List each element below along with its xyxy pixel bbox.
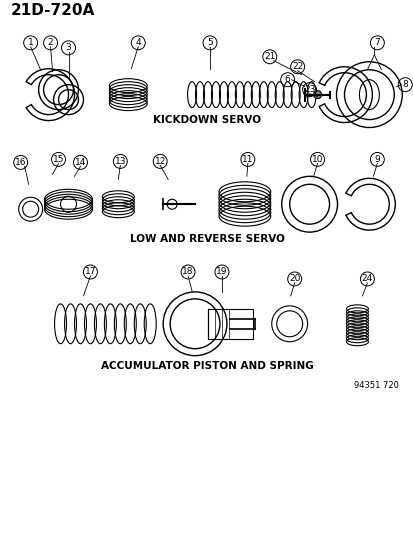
Text: 2: 2	[47, 38, 53, 47]
Text: 10: 10	[311, 155, 323, 164]
Text: 15: 15	[53, 155, 64, 164]
Text: 16: 16	[15, 158, 26, 167]
Circle shape	[313, 91, 321, 99]
Text: 13: 13	[114, 157, 126, 166]
Text: 19: 19	[216, 268, 227, 277]
Text: 21: 21	[263, 52, 275, 61]
Text: 7: 7	[374, 38, 379, 47]
Text: 5: 5	[206, 38, 212, 47]
Text: 23: 23	[303, 85, 315, 94]
Text: ACCUMULATOR PISTON AND SPRING: ACCUMULATOR PISTON AND SPRING	[100, 361, 313, 370]
Text: 9: 9	[374, 155, 379, 164]
Text: KICKDOWN SERVO: KICKDOWN SERVO	[153, 115, 260, 125]
Text: 4: 4	[135, 38, 141, 47]
Text: 22: 22	[291, 62, 303, 71]
Text: 12: 12	[154, 157, 166, 166]
Text: 14: 14	[75, 158, 86, 167]
Text: LOW AND REVERSE SERVO: LOW AND REVERSE SERVO	[129, 234, 284, 244]
Text: 11: 11	[242, 155, 253, 164]
Bar	[207, 309, 252, 339]
Text: 1: 1	[28, 38, 33, 47]
Text: 18: 18	[182, 268, 193, 277]
Text: 21D-720A: 21D-720A	[11, 3, 95, 18]
Text: 6: 6	[284, 75, 290, 84]
Text: 8: 8	[401, 80, 407, 89]
Text: 24: 24	[361, 274, 372, 284]
Text: 17: 17	[85, 268, 96, 277]
Text: 94351 720: 94351 720	[354, 381, 398, 390]
Text: 3: 3	[66, 43, 71, 52]
Text: 20: 20	[288, 274, 300, 284]
